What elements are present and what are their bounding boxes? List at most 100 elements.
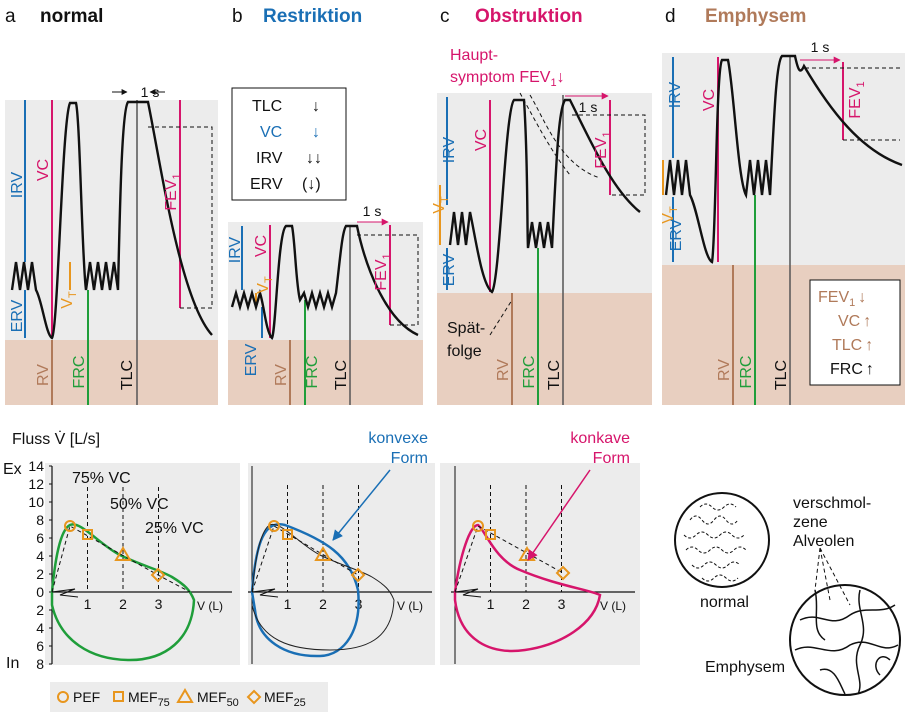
irv-label: IRV <box>227 236 244 263</box>
tidal-loop <box>51 588 482 598</box>
rv-label: RV <box>716 359 733 381</box>
note-sub: 1 <box>550 77 556 89</box>
box-text: VC <box>838 313 860 330</box>
mef75-marker <box>485 529 496 540</box>
legend-label: MEF25 <box>264 689 306 709</box>
time-label: 1 s <box>141 84 160 100</box>
fev-main: FEV <box>593 137 610 168</box>
x-tick-label: 3 <box>155 596 163 612</box>
fev-label: FEV1 <box>593 131 613 168</box>
box-sub: 1 <box>849 297 855 309</box>
erv-label: ERV <box>668 218 685 251</box>
residual-area <box>437 293 652 405</box>
legend-marker <box>246 689 262 705</box>
vt-sub: T <box>439 196 451 203</box>
x-axis-label: V (L) <box>397 599 423 613</box>
y-tick-label: 10 <box>28 494 44 510</box>
volume-curve <box>10 100 213 340</box>
mef25-marker <box>555 565 571 581</box>
vc-label: VC <box>35 159 52 181</box>
irv-label: IRV <box>441 136 458 163</box>
legend-sub: 75 <box>158 697 170 709</box>
in-label: In <box>6 655 19 672</box>
box-label: FEV1 ↓ <box>818 289 866 309</box>
lung-area <box>662 53 905 265</box>
box-arrow: ↑ <box>863 313 871 330</box>
vc-label: VC <box>253 235 270 257</box>
spirogram-a: 1 s IRV VC ERV VT RV FRC TLC FEV1 <box>5 84 218 405</box>
fev-sub: 1 <box>171 173 183 179</box>
emphysema-label: Emphysem <box>705 659 785 676</box>
fev-main: FEV <box>373 259 390 290</box>
vc-label: 50% VC <box>110 496 169 513</box>
alveoli: verschmol- zene Alveolen normal Emphysem <box>674 492 901 696</box>
mef75-marker <box>82 529 93 540</box>
concave-loop <box>453 523 602 653</box>
y-tick-label: 0 <box>36 584 44 600</box>
fev-sub: 1 <box>381 253 393 259</box>
change-box <box>809 279 901 386</box>
box-arrow: ↑ <box>865 337 873 354</box>
mef25-marker <box>150 567 166 583</box>
frc-label: FRC <box>738 356 755 389</box>
frc-label: FRC <box>71 356 88 389</box>
erv-label: ERV <box>441 253 458 286</box>
vc-label: VC <box>701 89 718 111</box>
panel-letter: b <box>232 6 243 27</box>
panel-title: Obstruktion <box>475 6 583 27</box>
convex-loop <box>250 523 360 658</box>
fev-sub: 1 <box>601 131 613 137</box>
tlc-label: TLC <box>333 360 350 390</box>
fev-guide <box>805 67 900 141</box>
spirogram-c: Haupt- symptom FEV1↓ 1 s IRV VC ERV VT R… <box>431 47 652 405</box>
box-text: FRC <box>830 361 863 378</box>
y-tick-label: 12 <box>28 476 44 492</box>
legend-label: PEF <box>73 689 100 705</box>
fev-main: FEV <box>163 179 180 210</box>
note-line: symptom FEV1↓ <box>450 69 565 89</box>
x-tick-label: 1 <box>284 596 292 612</box>
fused-label: zene <box>793 514 828 531</box>
box-arrow: ↑ <box>866 361 874 378</box>
box-arrow: ↓ <box>312 98 320 115</box>
fev-main: FEV <box>847 87 864 118</box>
rv-label: RV <box>495 359 512 381</box>
legend-label: MEF75 <box>128 689 170 709</box>
pef-marker <box>472 520 484 532</box>
convex-label: Form <box>391 450 428 467</box>
mef50-marker <box>314 546 332 561</box>
normal-lung <box>674 492 770 588</box>
vc-label: 75% VC <box>72 470 131 487</box>
vt-main: V <box>59 298 76 309</box>
panel-letter: c <box>440 6 450 27</box>
flow-axis-label: Fluss V̇ [L/s] <box>12 430 100 448</box>
pef-marker <box>268 520 280 532</box>
box-text: FEV <box>818 289 849 306</box>
lung-area <box>5 100 218 340</box>
y-tick-label: 4 <box>36 620 44 636</box>
legend-label: MEF50 <box>197 689 239 709</box>
fev-label: FEV1 <box>373 253 393 290</box>
panel-titles: a normal b Restriktion c Obstruktion d E… <box>5 6 806 27</box>
fused-label: verschmol- <box>793 495 871 512</box>
fused-pointer <box>814 547 851 606</box>
vc-label: VC <box>473 129 490 151</box>
y-tick-label: 8 <box>36 656 44 672</box>
residual-area <box>5 340 218 405</box>
fused-label: Alveolen <box>793 533 854 550</box>
mef25-marker <box>350 567 366 583</box>
plot-area <box>440 463 640 665</box>
mef75-marker <box>282 529 293 540</box>
frc-label: FRC <box>521 356 538 389</box>
y-tick-label: 8 <box>36 512 44 528</box>
fev-label: FEV1 <box>847 81 867 118</box>
late-line: folge <box>447 343 482 360</box>
convex-arrow <box>332 469 391 541</box>
time-label: 1 s <box>363 203 382 219</box>
x-axis-label: V (L) <box>197 599 223 613</box>
panel-letter: d <box>665 6 676 27</box>
box-label: IRV <box>256 150 283 167</box>
fev-guide <box>572 114 646 196</box>
